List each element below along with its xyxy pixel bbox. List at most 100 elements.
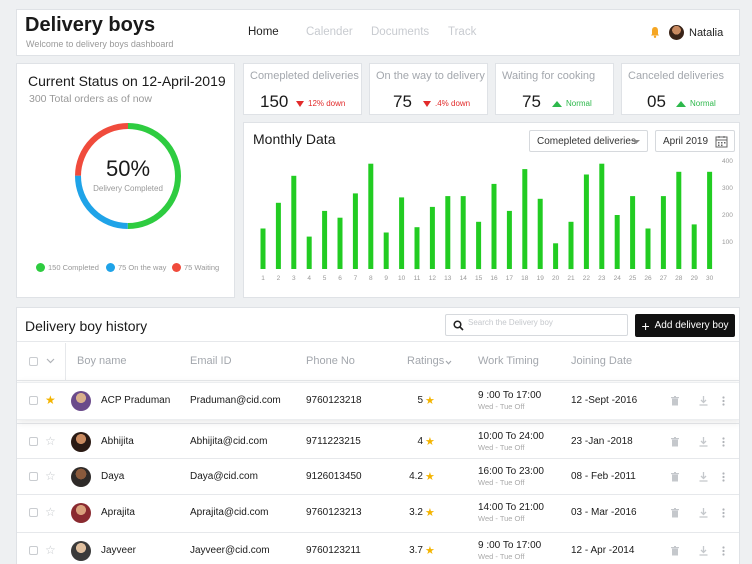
bar-day-16[interactable]: [491, 183, 497, 269]
bar-day-7[interactable]: [352, 193, 358, 269]
bar-day-12[interactable]: [429, 206, 435, 269]
stat-completed-card[interactable]: Comepleted deliveries 150 12% down: [243, 63, 362, 115]
more-options-icon[interactable]: [722, 546, 725, 556]
email[interactable]: Jayveer@cid.com: [190, 545, 270, 556]
favorite-star-icon[interactable]: ☆: [45, 434, 56, 448]
table-row[interactable]: ☆ Daya Daya@cid.com 9126013450 4.2 ★ 16:00 To …: [17, 459, 739, 497]
email[interactable]: Daya@cid.com: [190, 471, 258, 482]
table-row[interactable]: ★ ACP Praduman Praduman@cid.com 9760123218 5…: [17, 382, 739, 420]
table-row[interactable]: ☆ Jayveer Jayveer@cid.com 9760123211 3.7 ★ 9 :…: [17, 533, 739, 564]
col-work-timing[interactable]: Work Timing: [478, 355, 539, 367]
add-delivery-boy-button[interactable]: + Add delivery boy: [635, 314, 735, 337]
metric-select[interactable]: Comepleted deliveries: [529, 130, 648, 152]
search-input[interactable]: [468, 318, 618, 327]
row-checkbox[interactable]: [29, 396, 38, 405]
bar-day-13[interactable]: [445, 196, 451, 269]
more-options-icon[interactable]: [722, 472, 725, 482]
user-avatar[interactable]: [669, 25, 684, 40]
favorite-star-icon[interactable]: ☆: [45, 469, 56, 483]
table-row[interactable]: ☆ Aprajita Aprajita@cid.com 9760123213 3.2 ★ 1…: [17, 495, 739, 533]
bar-day-30[interactable]: [707, 171, 713, 269]
bar-day-4[interactable]: [306, 236, 312, 269]
bar-day-5[interactable]: [322, 210, 328, 269]
metric-select-value: Comepleted deliveries: [537, 135, 636, 147]
more-options-icon[interactable]: [722, 437, 725, 447]
legend-on-way-label: 75 On the way: [118, 263, 167, 272]
boy-name[interactable]: Abhijita: [101, 436, 134, 447]
download-icon[interactable]: [699, 546, 708, 556]
download-icon[interactable]: [699, 396, 708, 406]
chevron-down-icon[interactable]: [46, 358, 55, 364]
bar-day-10[interactable]: [399, 197, 405, 269]
bar-day-22[interactable]: [583, 174, 589, 270]
download-icon[interactable]: [699, 508, 708, 518]
bar-day-9[interactable]: [383, 232, 389, 270]
nav-calender[interactable]: Calender: [306, 26, 353, 38]
stat-on-way-card[interactable]: On the way to delivery 75 .4% down: [369, 63, 488, 115]
col-email[interactable]: Email ID: [190, 355, 232, 367]
col-phone[interactable]: Phone No: [306, 355, 355, 367]
bar-day-20[interactable]: [553, 243, 559, 269]
nav-documents[interactable]: Documents: [371, 26, 430, 38]
download-icon[interactable]: [699, 437, 708, 447]
bar-day-19[interactable]: [537, 198, 543, 269]
col-boy-name[interactable]: Boy name: [77, 355, 127, 367]
select-all-checkbox[interactable]: [29, 357, 38, 366]
bar-day-21[interactable]: [568, 221, 574, 270]
email[interactable]: Praduman@cid.com: [190, 395, 281, 406]
bar-day-14[interactable]: [460, 196, 466, 269]
favorite-star-icon[interactable]: ★: [45, 393, 56, 407]
delete-icon[interactable]: [671, 508, 679, 518]
favorite-star-icon[interactable]: ☆: [45, 543, 56, 557]
email[interactable]: Aprajita@cid.com: [190, 507, 269, 518]
bar-day-28[interactable]: [676, 171, 682, 269]
delete-icon[interactable]: [671, 546, 679, 556]
bar-day-27[interactable]: [660, 196, 666, 269]
bar-day-23[interactable]: [599, 163, 605, 269]
delete-icon[interactable]: [671, 396, 679, 406]
bar-day-3[interactable]: [291, 175, 297, 269]
boy-name[interactable]: Jayveer: [101, 545, 137, 556]
bar-day-6[interactable]: [337, 217, 343, 269]
boy-name[interactable]: Aprajita: [101, 507, 135, 518]
delete-icon[interactable]: [671, 437, 679, 447]
favorite-star-icon[interactable]: ☆: [45, 505, 56, 519]
row-checkbox[interactable]: [29, 437, 38, 446]
delivery-donut-chart: [75, 123, 181, 229]
delete-icon[interactable]: [671, 472, 679, 482]
x-tick-label: 30: [706, 275, 714, 282]
nav-track[interactable]: Track: [448, 26, 477, 38]
more-options-icon[interactable]: [722, 508, 725, 518]
nav-home[interactable]: Home: [248, 26, 279, 38]
bar-day-15[interactable]: [476, 221, 482, 270]
user-name[interactable]: Natalia: [689, 27, 724, 39]
more-options-icon[interactable]: [722, 396, 725, 406]
bar-day-26[interactable]: [645, 228, 651, 270]
sort-chevron-icon[interactable]: [445, 360, 452, 365]
row-checkbox[interactable]: [29, 546, 38, 555]
row-checkbox[interactable]: [29, 508, 38, 517]
email[interactable]: Abhijita@cid.com: [190, 436, 268, 447]
search-box[interactable]: [445, 314, 628, 336]
bar-day-1[interactable]: [260, 228, 266, 270]
month-select[interactable]: April 2019: [655, 130, 735, 152]
stat-waiting-card[interactable]: Waiting for cooking 75 Normal: [495, 63, 614, 115]
bar-day-8[interactable]: [368, 163, 374, 269]
bar-day-24[interactable]: [614, 215, 620, 269]
col-ratings[interactable]: Ratings: [407, 355, 445, 367]
col-joining-date[interactable]: Joining Date: [571, 355, 633, 367]
bar-day-25[interactable]: [630, 196, 636, 269]
bar-day-18[interactable]: [522, 169, 528, 269]
boy-name[interactable]: Daya: [101, 471, 125, 482]
bar-day-2[interactable]: [275, 202, 281, 269]
bar-day-17[interactable]: [506, 210, 512, 269]
bell-icon[interactable]: [650, 26, 660, 38]
bar-day-11[interactable]: [414, 227, 420, 270]
download-icon[interactable]: [699, 472, 708, 482]
row-checkbox[interactable]: [29, 472, 38, 481]
table-row[interactable]: ☆ Abhijita Abhijita@cid.com 9711223215 4 ★ 10:…: [17, 424, 739, 462]
stat-canceled-card[interactable]: Canceled deliveries 05 Normal: [621, 63, 740, 115]
boy-name[interactable]: ACP Praduman: [101, 395, 171, 406]
bar-day-29[interactable]: [691, 224, 697, 269]
plus-icon: +: [641, 317, 650, 334]
